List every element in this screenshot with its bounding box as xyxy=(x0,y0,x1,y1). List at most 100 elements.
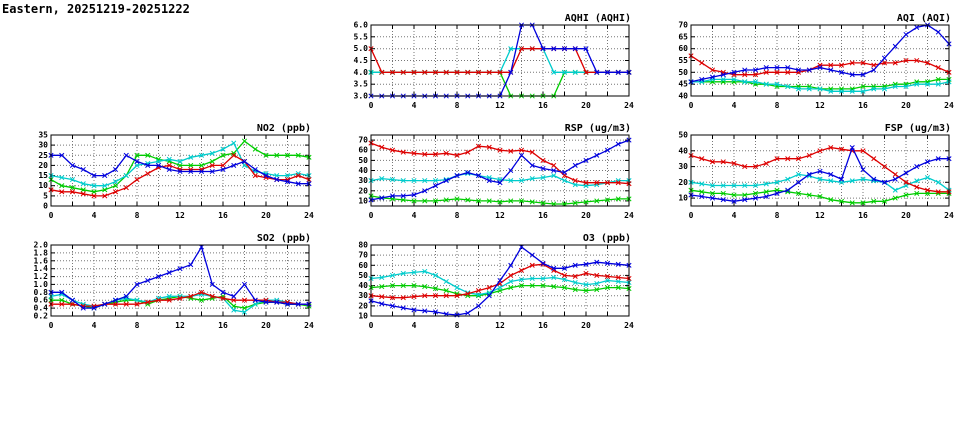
svg-text:12: 12 xyxy=(495,211,505,220)
svg-text:AQI (AQI): AQI (AQI) xyxy=(897,13,951,24)
svg-text:0: 0 xyxy=(369,101,374,110)
svg-text:8: 8 xyxy=(455,101,460,110)
chart-fsp: FSP (ug/m3) 10 20 30 40 50 0 4 8 12 16 20 24 xyxy=(665,122,955,222)
svg-text:16: 16 xyxy=(538,321,548,330)
svg-text:4: 4 xyxy=(732,101,737,110)
svg-text:24: 24 xyxy=(624,101,634,110)
svg-text:20: 20 xyxy=(581,321,591,330)
svg-text:50: 50 xyxy=(358,156,368,165)
svg-text:2.0: 2.0 xyxy=(34,241,49,250)
svg-text:25: 25 xyxy=(38,151,48,160)
svg-text:20: 20 xyxy=(901,211,911,220)
svg-text:10: 10 xyxy=(358,312,368,321)
svg-text:0.6: 0.6 xyxy=(34,296,49,305)
svg-text:16: 16 xyxy=(538,101,548,110)
svg-text:70: 70 xyxy=(358,251,368,260)
svg-text:5.0: 5.0 xyxy=(354,44,369,53)
svg-text:30: 30 xyxy=(38,141,48,150)
svg-text:12: 12 xyxy=(175,211,185,220)
svg-text:12: 12 xyxy=(495,101,505,110)
chart-canvas-fsp: FSP (ug/m3) 10 20 30 40 50 0 4 8 12 16 20 24 xyxy=(678,123,954,220)
svg-text:8: 8 xyxy=(135,321,140,330)
svg-text:0: 0 xyxy=(689,101,694,110)
svg-text:20: 20 xyxy=(581,211,591,220)
svg-text:20: 20 xyxy=(38,161,48,170)
svg-text:24: 24 xyxy=(624,321,634,330)
svg-text:16: 16 xyxy=(218,321,228,330)
svg-text:24: 24 xyxy=(624,211,634,220)
chart-canvas-aqi: AQI (AQI) 40 45 50 55 60 65 70 0 4 8 12 16 20 24 xyxy=(678,13,954,110)
svg-text:3.0: 3.0 xyxy=(354,92,369,101)
svg-text:70: 70 xyxy=(678,21,688,30)
svg-text:0: 0 xyxy=(369,211,374,220)
svg-text:1.4: 1.4 xyxy=(34,264,49,273)
svg-text:0: 0 xyxy=(49,321,54,330)
svg-text:NO2 (ppb): NO2 (ppb) xyxy=(257,123,311,134)
svg-text:50: 50 xyxy=(678,131,688,140)
svg-text:20: 20 xyxy=(261,211,271,220)
svg-text:16: 16 xyxy=(858,101,868,110)
svg-text:30: 30 xyxy=(358,291,368,300)
svg-text:5: 5 xyxy=(43,191,48,200)
svg-text:8: 8 xyxy=(455,211,460,220)
svg-text:12: 12 xyxy=(815,101,825,110)
chart-no2: NO2 (ppb) 0 5 10 15 20 25 30 35 0 4 8 12 16 20 24 xyxy=(25,122,315,222)
chart-canvas-so2: SO2 (ppb) 0.20.40.60.81.01.21.41.61.82.0 0… xyxy=(34,233,314,330)
svg-text:50: 50 xyxy=(678,68,688,77)
svg-text:16: 16 xyxy=(858,211,868,220)
svg-text:55: 55 xyxy=(678,56,688,65)
svg-text:RSP (ug/m3): RSP (ug/m3) xyxy=(565,123,631,134)
svg-text:8: 8 xyxy=(775,101,780,110)
svg-text:60: 60 xyxy=(358,146,368,155)
svg-text:4: 4 xyxy=(732,211,737,220)
svg-text:30: 30 xyxy=(678,162,688,171)
svg-text:1.8: 1.8 xyxy=(34,248,49,257)
svg-text:4: 4 xyxy=(92,321,97,330)
svg-text:1.2: 1.2 xyxy=(34,272,49,281)
svg-text:60: 60 xyxy=(678,44,688,53)
svg-text:0: 0 xyxy=(43,202,48,211)
svg-text:1.6: 1.6 xyxy=(34,256,49,265)
svg-text:40: 40 xyxy=(358,166,368,175)
svg-text:0.4: 0.4 xyxy=(34,304,49,313)
svg-text:0: 0 xyxy=(689,211,694,220)
svg-text:15: 15 xyxy=(38,171,48,180)
svg-text:SO2 (ppb): SO2 (ppb) xyxy=(257,233,311,244)
svg-text:8: 8 xyxy=(455,321,460,330)
svg-text:1.0: 1.0 xyxy=(34,280,49,289)
svg-text:35: 35 xyxy=(38,131,48,140)
svg-text:0.2: 0.2 xyxy=(34,312,49,321)
svg-text:0.8: 0.8 xyxy=(34,288,49,297)
svg-text:10: 10 xyxy=(358,196,368,205)
svg-text:12: 12 xyxy=(815,211,825,220)
svg-text:24: 24 xyxy=(944,101,954,110)
svg-text:O3 (ppb): O3 (ppb) xyxy=(583,233,631,244)
chart-aqhi: AQHI (AQHI) 3.0 3.5 4.0 4.5 5.0 5.5 6.0 0 4 8 12 16 2… xyxy=(345,12,635,112)
svg-text:50: 50 xyxy=(358,271,368,280)
svg-text:8: 8 xyxy=(775,211,780,220)
chart-rsp: RSP (ug/m3) 10 20 30 40 50 60 70 0 4 8 12 16 20 24 xyxy=(345,122,635,222)
svg-text:6.0: 6.0 xyxy=(354,21,369,30)
svg-text:70: 70 xyxy=(358,136,368,145)
svg-text:20: 20 xyxy=(901,101,911,110)
svg-text:24: 24 xyxy=(944,211,954,220)
svg-text:4: 4 xyxy=(412,211,417,220)
chart-o3: O3 (ppb) 10 20 30 40 50 60 70 80 0 4 8 12 16 20 24 xyxy=(345,232,635,332)
svg-text:20: 20 xyxy=(358,186,368,195)
svg-text:20: 20 xyxy=(261,321,271,330)
svg-text:FSP (ug/m3): FSP (ug/m3) xyxy=(885,123,951,134)
svg-text:10: 10 xyxy=(678,194,688,203)
svg-text:12: 12 xyxy=(495,321,505,330)
svg-text:20: 20 xyxy=(678,178,688,187)
svg-text:4.0: 4.0 xyxy=(354,68,369,77)
svg-text:40: 40 xyxy=(358,281,368,290)
svg-text:AQHI (AQHI): AQHI (AQHI) xyxy=(565,13,631,24)
svg-text:12: 12 xyxy=(175,321,185,330)
chart-aqi: AQI (AQI) 40 45 50 55 60 65 70 0 4 8 12 16 20 24 xyxy=(665,12,955,112)
svg-text:65: 65 xyxy=(678,32,688,41)
svg-text:30: 30 xyxy=(358,176,368,185)
